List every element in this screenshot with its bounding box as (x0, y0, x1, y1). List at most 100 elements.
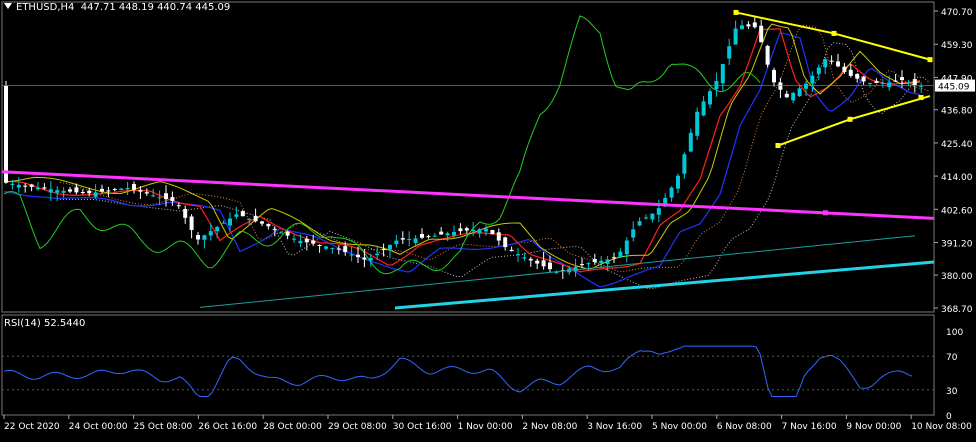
time-axis-label: 1 Nov 00:00 (458, 422, 513, 432)
candle-body (791, 92, 796, 101)
candle-body (772, 69, 776, 83)
main-pane-frame (1, 1, 935, 313)
candle-body (100, 188, 104, 192)
candle-body (528, 258, 533, 261)
price-axis-label: 414.00 (941, 173, 973, 183)
candle-body (624, 240, 629, 255)
candle-body (196, 234, 200, 240)
candle-body (298, 240, 303, 244)
candle-body (151, 195, 156, 197)
candle-body (714, 80, 719, 90)
candle-body (599, 260, 604, 264)
candle-body (797, 88, 802, 97)
candle-body (10, 183, 15, 186)
rsi-axis-label: 30 (946, 387, 958, 397)
time-axis-label: 25 Oct 08:00 (134, 422, 193, 432)
ichimoku-span-b (60, 42, 931, 290)
candle-body (516, 254, 520, 256)
moving-average-slow (3, 32, 921, 288)
candle-body (170, 197, 175, 201)
candle-body (592, 259, 597, 262)
candle-body (836, 61, 840, 67)
candle-body (503, 237, 508, 248)
candle-body (388, 244, 392, 250)
triangle-anchor (927, 57, 933, 63)
candle-body (816, 67, 821, 74)
candle-body (605, 259, 610, 264)
candle-body (548, 262, 552, 270)
candle-body (477, 229, 482, 234)
candle-body (74, 187, 79, 193)
ichimoku-span-a (59, 24, 931, 272)
candle-body (272, 228, 277, 230)
candle-body (900, 77, 904, 81)
candle-body (804, 83, 808, 89)
candle-body (471, 229, 476, 232)
current-price-label: 445.09 (938, 83, 970, 93)
ascending-support-line (394, 260, 935, 310)
candle-body (48, 189, 53, 193)
candle-body (484, 228, 488, 232)
candle-body (688, 132, 693, 152)
candle-body (266, 223, 271, 227)
candle-body (906, 82, 911, 84)
time-axis-label: 9 Nov 00:00 (846, 422, 901, 432)
candle-body (880, 82, 885, 84)
candle-body (464, 228, 469, 231)
candle-body (144, 192, 149, 194)
candle-body (400, 238, 405, 240)
candle-body (330, 247, 335, 249)
price-axis-label: 425.40 (941, 140, 973, 150)
time-axis-label: 24 Oct 00:00 (69, 422, 128, 432)
candle-body (848, 69, 853, 76)
thin-support-line (199, 235, 916, 308)
candle-body (637, 221, 642, 226)
candle-body (413, 238, 418, 243)
candle-body (215, 226, 220, 232)
candle-body (522, 257, 527, 259)
candle-body (432, 235, 437, 237)
rsi-axis-label: 0 (946, 412, 952, 422)
candle-body (247, 218, 252, 221)
candle-body (285, 231, 290, 236)
candle-body (829, 60, 834, 62)
price-axis-label: 391.20 (941, 239, 973, 249)
candle-body (554, 271, 559, 273)
price-axis-label: 380.00 (941, 272, 973, 282)
candle-body (228, 218, 232, 226)
candle-body (138, 189, 143, 192)
candle-body (4, 85, 8, 183)
candle-body (490, 230, 495, 235)
triangle-anchor (847, 116, 853, 122)
symbol-quote-label: ETHUSD,H4 447.71 448.19 440.74 445.09 (16, 2, 231, 13)
candle-body (202, 235, 207, 240)
candle-body (740, 25, 744, 30)
candle-body (279, 232, 284, 234)
candle-body (439, 231, 444, 235)
candle-body (375, 253, 380, 256)
candle-body (343, 246, 348, 253)
candle-body (842, 66, 847, 72)
candle-body (535, 260, 540, 264)
candle-body (759, 25, 764, 43)
symbol-header: ETHUSD,H4 447.71 448.19 440.74 445.09 (4, 2, 230, 13)
triangle-anchor (733, 9, 739, 15)
candle-body (23, 185, 28, 187)
candle-body (55, 190, 60, 193)
time-axis-label: 28 Oct 00:00 (263, 422, 322, 432)
candle-body (676, 175, 680, 189)
candle-body (765, 45, 770, 65)
candle-body (701, 101, 706, 116)
time-axis-label: 26 Oct 16:00 (198, 422, 257, 432)
price-axis-label: 470.70 (941, 8, 973, 18)
price-axis-label: 368.70 (941, 305, 973, 315)
candle-body (68, 189, 72, 192)
candle-body (42, 187, 47, 189)
candle-body (407, 238, 412, 241)
time-axis-label: 3 Nov 16:00 (587, 422, 642, 432)
rsi-line (3, 345, 913, 398)
candle-body (458, 228, 463, 232)
candle-body (132, 184, 136, 190)
